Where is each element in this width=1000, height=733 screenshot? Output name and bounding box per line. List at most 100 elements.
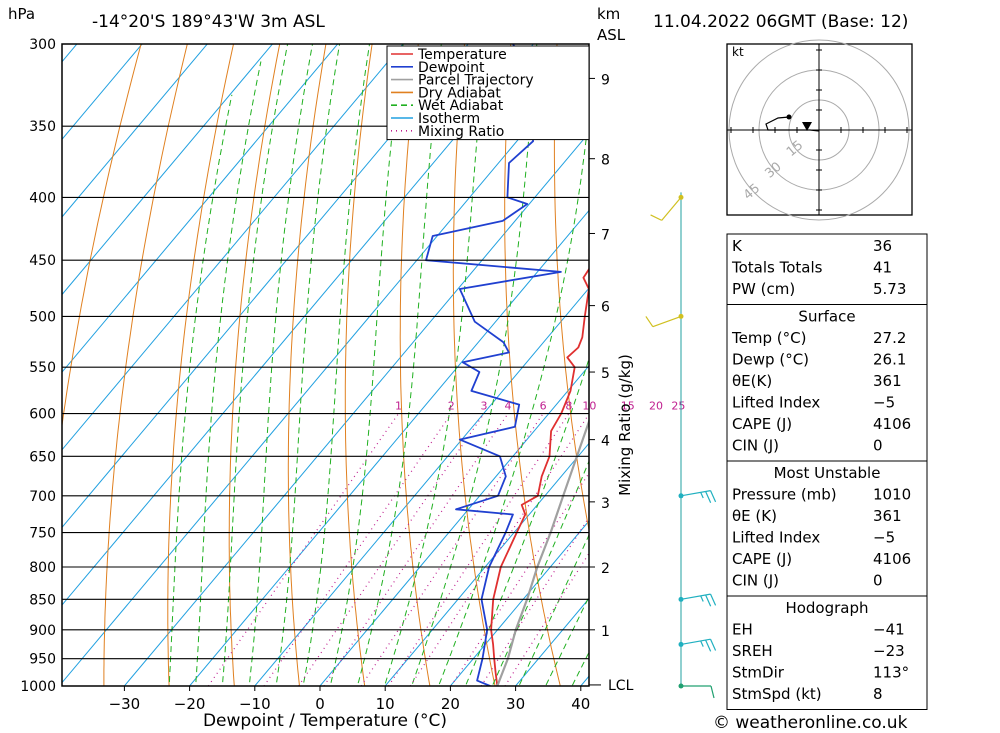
wet-adiabat-line [329, 44, 404, 686]
wind-barb [650, 194, 684, 221]
lcl-label: LCL [608, 678, 634, 694]
pressure-tick-label: 900 [29, 623, 56, 639]
x-tick-label: 40 [571, 695, 590, 713]
table-row-label: CAPE (J) [732, 550, 792, 568]
isotherm-line [384, 442, 589, 686]
pressure-tick-label: 300 [29, 37, 56, 53]
isotherm-line [62, 44, 208, 218]
table-row-value: 5.73 [873, 280, 906, 298]
table-row-value: 113° [873, 664, 909, 682]
legend-label: Mixing Ratio [418, 124, 504, 140]
table-row-label: PW (cm) [732, 280, 795, 298]
wet-adiabat-line [221, 44, 289, 686]
legend-box [386, 45, 590, 141]
isotherm-line [123, 132, 589, 686]
table-row-label: Totals Totals [731, 259, 823, 277]
legend-label: Isotherm [418, 111, 480, 127]
dry-adiabat-line [62, 44, 142, 429]
table-row-label: CAPE (J) [732, 415, 792, 433]
datetime-title: 11.04.2022 06GMT (Base: 12) [653, 12, 908, 32]
pressure-tick-label: 600 [29, 407, 56, 423]
plot-frame [61, 43, 590, 687]
table-row-value: 41 [873, 259, 892, 277]
dry-adiabat-line [399, 44, 431, 686]
pressure-tick-label: 850 [29, 592, 56, 608]
table-row-value: 36 [873, 237, 892, 255]
table-row-value: 8 [873, 685, 883, 703]
x-tick-label: −20 [174, 695, 206, 713]
height-tick-label: 4 [601, 434, 610, 450]
pressure-unit-label: hPa [8, 5, 35, 23]
height-tick-label: 2 [601, 561, 610, 577]
table-row-value: −41 [873, 621, 905, 639]
height-tick-label: 1 [601, 624, 610, 640]
dry-adiabat-line [103, 44, 188, 686]
table-row-label: Dewp (°C) [732, 351, 809, 369]
wet-adiabat-line [302, 44, 371, 686]
surface-table: Surface Temp (°C) 27.2 Dewp (°C) 26.1 θE(K) 36… [726, 304, 928, 462]
table-row-label: StmDir [732, 664, 785, 682]
mixing-ratio-label: 6 [540, 400, 547, 413]
wet-adiabat-line [464, 357, 589, 686]
height-tick-label: 6 [601, 300, 610, 316]
pressure-tick-label: 350 [29, 119, 56, 135]
x-tick-label: 30 [506, 695, 525, 713]
storm-motion-marker [802, 122, 812, 131]
copyright-footer: © weatheronline.co.uk [713, 713, 908, 733]
height-tick-label: 8 [601, 153, 610, 169]
series-line-parcel-trajectory [496, 418, 589, 686]
hodograph-endpoint [786, 114, 792, 120]
wind-barb [678, 683, 715, 699]
pressure-tick-label: 500 [29, 309, 56, 325]
wet-adiabat-line [248, 44, 314, 686]
mixing-ratio-label: 8 [565, 400, 572, 413]
table-row-label: EH [732, 621, 753, 639]
right-axis-title: Mixing Ratio (g/kg) [616, 354, 634, 496]
table-row-value: 361 [873, 507, 902, 525]
hodograph-unit: kt [732, 45, 744, 59]
dry-adiabat-line [553, 44, 589, 533]
height-tick-label: 5 [601, 366, 610, 382]
pressure-tick-label: 550 [29, 360, 56, 376]
x-tick-label: 10 [376, 695, 395, 713]
mixing-ratio-line [323, 413, 509, 686]
hodograph-table: Hodograph EH −41 SREH −23 StmDir 113° StmSpd (k… [726, 595, 928, 710]
isotherm-line [319, 364, 589, 686]
pressure-tick-label: 700 [29, 489, 56, 505]
isotherm-line [449, 520, 589, 686]
dry-adiabat-line [344, 44, 373, 686]
table-row-value: 0 [873, 437, 883, 455]
height-unit-asl: ASL [597, 26, 626, 44]
dry-adiabat-line [228, 44, 281, 686]
pressure-tick-label: 450 [29, 253, 56, 269]
pressure-tick-label: 800 [29, 560, 56, 576]
wet-adiabat-line [384, 44, 487, 686]
table-row-label: StmSpd (kt) [732, 685, 822, 703]
wet-adiabat-line [518, 533, 589, 686]
mixing-ratio-label: 4 [505, 400, 512, 413]
table-row-label: SREH [732, 642, 773, 660]
legend-label: Dewpoint [418, 60, 485, 76]
table-row-label: CIN (J) [732, 572, 779, 590]
x-tick-label: −10 [239, 695, 271, 713]
table-row-value: 27.2 [873, 329, 906, 347]
wet-adiabat-line [195, 61, 262, 686]
table-row-value: 4106 [873, 415, 911, 433]
table-row-value: 26.1 [873, 351, 906, 369]
table-row-label: K [732, 237, 743, 255]
wind-barb [678, 593, 717, 607]
pressure-tick-label: 750 [29, 526, 56, 542]
table-row-label: Lifted Index [732, 529, 820, 547]
pressure-tick-label: 950 [29, 652, 56, 668]
table-row-value: −5 [873, 529, 895, 547]
x-axis-title: Dewpoint / Temperature (°C) [203, 711, 447, 731]
table-row-value: −23 [873, 642, 905, 660]
table-row-value: 4106 [873, 550, 911, 568]
table-title: Hodograph [785, 599, 868, 617]
height-tick-label: 3 [601, 496, 610, 512]
most-unstable-table: Most Unstable Pressure (mb) 1010 θE (K) 361 L… [726, 460, 928, 597]
table-row-value: 0 [873, 572, 883, 590]
pressure-tick-label: 1000 [20, 679, 56, 695]
